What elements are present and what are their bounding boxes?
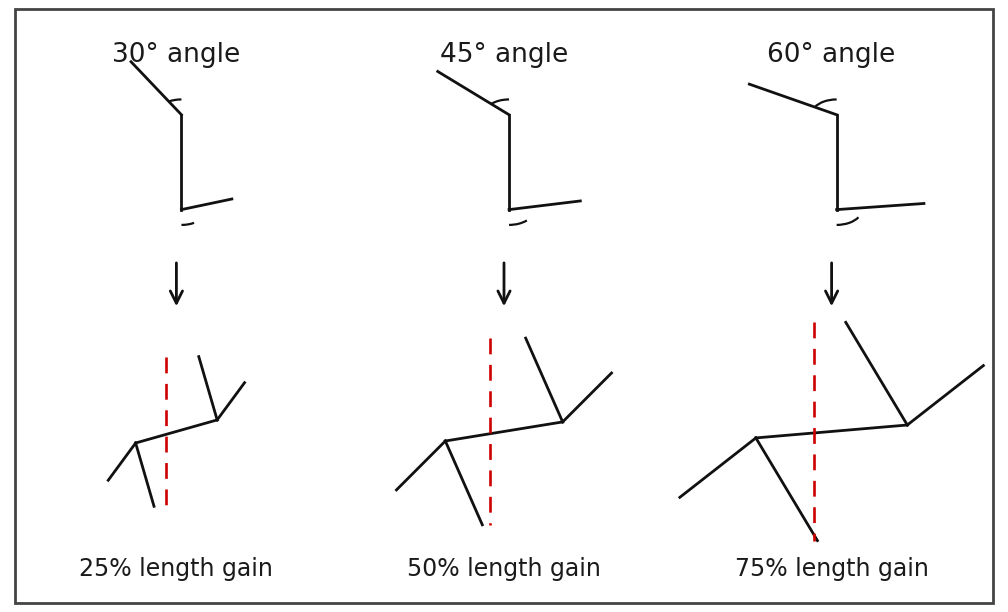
Text: 30° angle: 30° angle (112, 42, 241, 68)
Text: 25% length gain: 25% length gain (80, 557, 273, 581)
Text: 60° angle: 60° angle (767, 42, 896, 68)
FancyBboxPatch shape (15, 9, 993, 603)
Text: 75% length gain: 75% length gain (735, 557, 928, 581)
Text: 45° angle: 45° angle (439, 42, 569, 68)
Text: 50% length gain: 50% length gain (407, 557, 601, 581)
